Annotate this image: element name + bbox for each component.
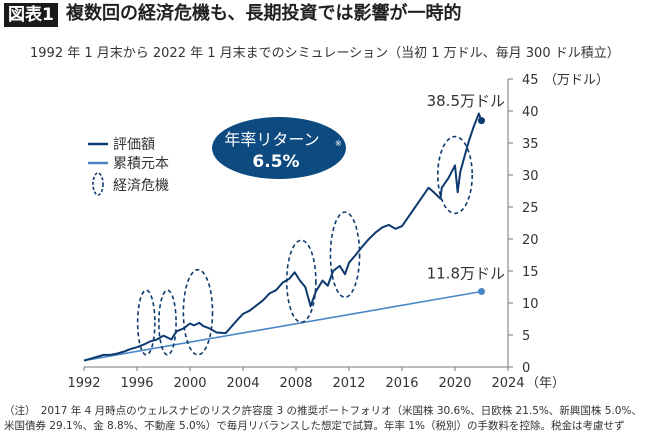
y-tick-label: 25 [522, 201, 539, 216]
legend-label-value: 評価額 [113, 137, 155, 153]
y-axis-unit: （万ドル） [544, 73, 609, 88]
annual-return-note-mark: ※ [335, 139, 342, 148]
chart-subtitle: 1992 年 1 月末から 2022 年 1 月末までのシミュレーション（当初 … [30, 46, 620, 61]
series-principal-line [83, 290, 482, 362]
y-tick-label: 35 [522, 137, 539, 152]
y-tick-label: 30 [522, 169, 539, 184]
y-tick-label: 15 [522, 265, 539, 280]
x-tick-label: 1996 [120, 376, 153, 391]
crisis-ellipse [158, 289, 177, 356]
footnote-line-2: 米国債券 29.1%、金 8.8%、不動産 5.0%）で毎月リバランスした想定で… [4, 420, 625, 432]
annual-return-bubble [212, 117, 346, 179]
series-value-line [83, 112, 483, 362]
legend-label-crisis: 経済危機 [113, 178, 169, 194]
x-tick-label: 2012 [332, 376, 365, 391]
x-tick-label: 2004 [226, 376, 259, 391]
figure-badge: 図表1 [4, 3, 58, 27]
x-axis-unit: （年） [526, 376, 565, 391]
x-tick-label: 2024 [491, 376, 524, 391]
footnote: （注） 2017 年 4 月時点のウェルスナビのリスク許容度 3 の推奨ポートフ… [4, 404, 642, 434]
value-end-point [478, 117, 485, 125]
annual-return-value: 6.5% [252, 152, 299, 172]
crisis-ellipse [436, 135, 474, 215]
y-tick-label: 40 [522, 105, 539, 120]
crisis-ellipse [285, 239, 317, 323]
y-tick-label: 5 [522, 329, 530, 344]
x-tick-label: 2016 [385, 376, 418, 391]
annual-return-label: 年率リターン [224, 130, 319, 149]
footnote-line-1: （注） 2017 年 4 月時点のウェルスナビのリスク許容度 3 の推奨ポートフ… [4, 405, 642, 417]
crisis-ellipse [182, 268, 214, 356]
y-tick-label: 10 [522, 297, 539, 312]
y-tick-label: 0 [522, 361, 530, 376]
y-tick-label: 45 [522, 73, 539, 88]
crisis-ellipse [329, 211, 361, 299]
y-tick-label: 20 [522, 233, 539, 248]
legend-swatch-crisis [92, 172, 104, 196]
legend-label-principal: 累積元本 [113, 156, 169, 172]
chart-title: 複数回の経済危機も、長期投資では影響が一時的 [66, 3, 462, 24]
x-tick-label: 2008 [279, 376, 312, 391]
principal-end-point [478, 287, 485, 295]
principal-end-label: 11.8万ドル [427, 265, 505, 283]
crisis-ellipse [136, 289, 156, 356]
x-tick-label: 1992 [67, 376, 100, 391]
x-tick-label: 2000 [173, 376, 206, 391]
value-end-label: 38.5万ドル [427, 92, 505, 110]
x-tick-label: 2020 [438, 376, 471, 391]
